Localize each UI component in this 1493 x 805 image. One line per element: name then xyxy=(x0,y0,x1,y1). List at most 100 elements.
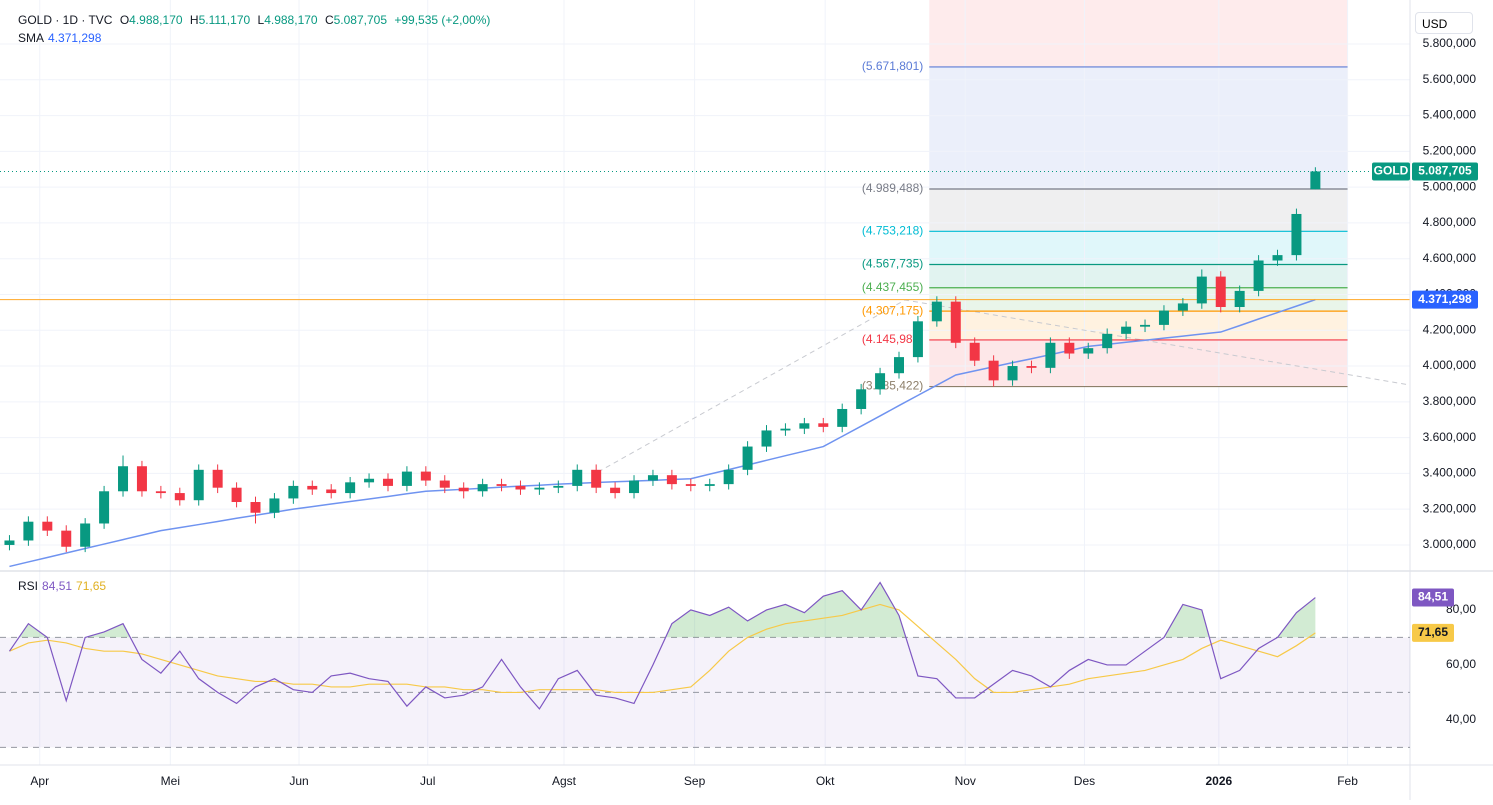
header-line: GOLD · 1D · TVC O4.988,170 H5.111,170 L4… xyxy=(18,13,494,27)
ohlc-prefix: H xyxy=(189,13,199,27)
candle-body xyxy=(80,523,91,547)
x-tick-label: Sep xyxy=(684,774,706,788)
rsi-ma-value: 71,65 xyxy=(76,579,107,593)
candle-body xyxy=(1196,276,1207,304)
ohlc-prefix: O xyxy=(119,13,130,27)
sma-line xyxy=(9,298,1316,568)
candle-body xyxy=(742,446,753,470)
candle-body xyxy=(439,480,450,488)
candle-body xyxy=(174,493,185,501)
y-tick-label: 4.200,000 xyxy=(1423,322,1477,336)
y-tick-label: 3.400,000 xyxy=(1423,466,1477,480)
candle-body xyxy=(307,485,318,490)
ohlc-value: 4.988,170 xyxy=(264,13,318,27)
fib-zone xyxy=(929,231,1348,265)
fib-label: (5.671,801) xyxy=(862,59,923,73)
candle-body xyxy=(950,301,961,343)
candle-body xyxy=(1234,290,1245,308)
candle-body xyxy=(1083,348,1094,354)
fib-zone xyxy=(929,0,1348,67)
rsi-tag-text: 84,51 xyxy=(1418,590,1448,604)
candle-body xyxy=(1215,276,1226,308)
currency-button[interactable]: USD xyxy=(1415,12,1473,34)
candle-body xyxy=(685,484,696,486)
x-tick-label: Mei xyxy=(161,774,180,788)
ohlc-value: 5.111,170 xyxy=(198,13,251,27)
candle-body xyxy=(1291,213,1302,256)
candle-body xyxy=(799,423,810,429)
y-tick-label: 4.000,000 xyxy=(1423,358,1477,372)
candle-body xyxy=(99,491,110,524)
symbol: GOLD · 1D · TVC xyxy=(18,13,113,27)
rsi-legend: RSI 84,51 71,65 xyxy=(18,579,110,593)
sma-value: 4.371,298 xyxy=(48,31,102,45)
last-price-tag xyxy=(1412,162,1478,181)
rsi-tick-label: 60,00 xyxy=(1446,657,1476,671)
x-tick-label: Apr xyxy=(30,774,49,788)
y-tick-label: 5.400,000 xyxy=(1423,108,1477,122)
candle-body xyxy=(1045,342,1056,368)
candle-body xyxy=(420,471,431,481)
x-tick-label: Feb xyxy=(1337,774,1358,788)
y-tick-label: 3.000,000 xyxy=(1423,537,1477,551)
ohlc-value: 5.087,705 xyxy=(333,13,387,27)
candle-body xyxy=(1064,342,1075,354)
candle-body xyxy=(288,485,299,499)
sma-name: SMA xyxy=(18,31,45,45)
candle-body xyxy=(969,342,980,361)
candle-body xyxy=(629,480,640,494)
candle-body xyxy=(326,489,337,494)
candle-body xyxy=(382,478,393,486)
candle-body xyxy=(345,482,356,494)
symbol-tag xyxy=(1372,162,1410,181)
candle-body xyxy=(364,478,375,483)
candle-body xyxy=(23,521,34,541)
candle-body xyxy=(212,469,223,488)
candle-body xyxy=(515,485,526,490)
rsi-overbought-fill xyxy=(9,582,1316,638)
rsi-line xyxy=(8,581,1316,710)
rsi-value: 84,51 xyxy=(42,579,73,593)
candle-body xyxy=(477,484,488,492)
candle-body xyxy=(4,540,15,545)
ohlc-prefix: C xyxy=(324,13,334,27)
candle-body xyxy=(723,469,734,485)
candle-body xyxy=(1026,366,1037,368)
x-tick-label: Okt xyxy=(816,774,835,788)
candle-body xyxy=(856,389,867,409)
y-tick-label: 5.200,000 xyxy=(1423,144,1477,158)
candle-body xyxy=(818,423,829,427)
candle-body xyxy=(155,491,166,494)
candle-body xyxy=(269,498,280,513)
candle-body xyxy=(931,301,942,322)
candle-body xyxy=(496,484,507,486)
x-tick-label: Jun xyxy=(289,774,308,788)
sma-legend: SMA 4.371,298 xyxy=(18,31,105,45)
y-tick-label: 4.800,000 xyxy=(1423,215,1477,229)
y-tick-label: 3.600,000 xyxy=(1423,430,1477,444)
candle-body xyxy=(875,373,886,390)
candle-body xyxy=(118,466,129,492)
rsi-tag xyxy=(1412,588,1454,607)
candle-body xyxy=(1102,333,1113,349)
candle-body xyxy=(1253,260,1264,291)
candle-body xyxy=(1177,303,1188,311)
ohlc-prefix: L xyxy=(257,13,265,27)
fib-zone xyxy=(929,311,1348,340)
fib-label: (3.885,422) xyxy=(862,379,923,393)
x-tick-label: Jul xyxy=(420,774,435,788)
rsi-ma-tag xyxy=(1412,623,1454,642)
last-price-tag-text: 5.087,705 xyxy=(1418,164,1472,178)
candle-body xyxy=(837,408,848,427)
y-tick-label: 5.600,000 xyxy=(1423,72,1477,86)
fib-zone xyxy=(929,189,1348,232)
candle-body xyxy=(1158,310,1169,325)
fib-label: (4.307,175) xyxy=(862,303,923,317)
candle-body xyxy=(1310,171,1321,190)
y-tick-label: 3.200,000 xyxy=(1423,501,1477,515)
y-tick-label: 5.800,000 xyxy=(1423,36,1477,50)
candle-body xyxy=(193,469,204,501)
candle-body xyxy=(458,487,469,492)
candle-body xyxy=(401,471,412,486)
